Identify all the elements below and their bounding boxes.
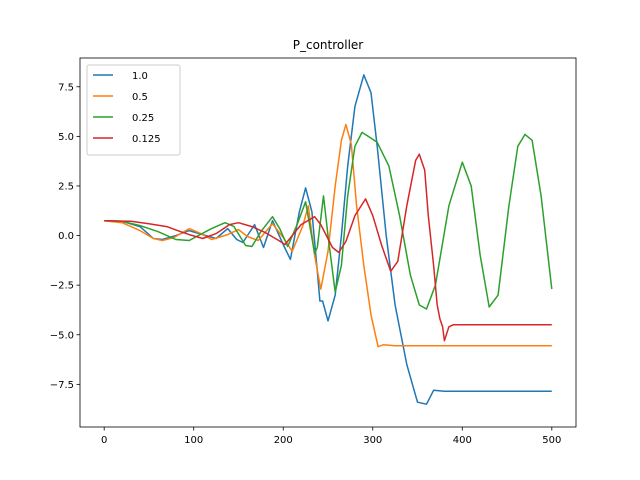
legend-label-2: 0.25 [132,113,154,124]
plot-lines [104,74,553,405]
y-tick-label: −2.5 [50,281,74,292]
legend-label-1: 0.5 [132,92,148,103]
y-tick-label: 5.0 [58,132,74,143]
y-tick-label: −5.0 [50,330,74,341]
y-tick-label: 0.0 [58,231,74,242]
x-axis: 0 100 200 300 400 500 [101,427,561,446]
x-tick-label: 300 [363,435,382,446]
series-line-3 [104,153,552,342]
plot-frame [79,57,577,428]
x-tick-label: 200 [274,435,293,446]
series-line-2 [104,131,553,310]
y-tick-label: 2.5 [58,181,74,192]
x-tick-label: 100 [184,435,203,446]
legend: 1.0 0.5 0.25 0.125 [86,64,181,156]
series-line-0 [104,74,552,405]
legend-label-0: 1.0 [132,71,148,82]
series-line-1 [104,123,552,348]
legend-label-3: 0.125 [132,134,161,145]
y-tick-label: −7.5 [50,380,74,391]
x-tick-label: 400 [453,435,472,446]
y-axis: 7.5 5.0 2.5 0.0 −2.5 −5.0 −7.5 [50,82,80,391]
legend-box [86,64,181,156]
chart-title: P_controller [293,38,364,52]
x-tick-label: 0 [101,435,107,446]
x-tick-label: 500 [542,435,561,446]
y-tick-label: 7.5 [58,82,74,93]
